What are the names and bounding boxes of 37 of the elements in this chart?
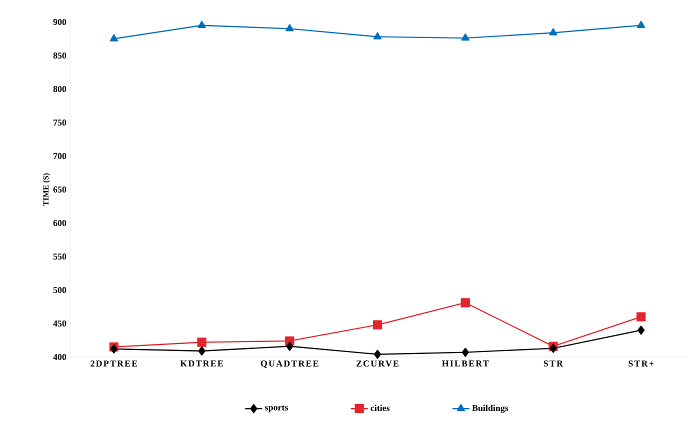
x-tick-label: QUADTREE <box>260 360 318 368</box>
point <box>549 28 558 36</box>
legend-label: Buildings <box>472 404 508 413</box>
point <box>637 20 646 28</box>
point <box>462 348 469 357</box>
y-tick-label: 650 <box>53 186 66 193</box>
x-tick-label: 2DPTREE <box>90 360 138 366</box>
y-tick-label: 900 <box>53 18 66 26</box>
y-tick-label: 550 <box>53 253 66 260</box>
legend-label: cities <box>370 404 390 412</box>
point <box>286 342 294 351</box>
x-tick-label: HILBERT <box>442 360 489 366</box>
point <box>110 34 118 42</box>
y-tick-label: 750 <box>54 119 66 126</box>
y-tick-label: 800 <box>53 86 66 92</box>
y-tick-label: 500 <box>53 286 66 294</box>
x-tick-label: ZCURVE <box>356 360 398 367</box>
point <box>373 32 382 40</box>
y-tick-label: 450 <box>53 320 66 327</box>
y-tick-label: 700 <box>54 152 66 160</box>
y-tick-label: 600 <box>53 220 66 226</box>
point <box>637 326 645 335</box>
point <box>286 24 294 32</box>
legend-label: sports <box>265 405 288 412</box>
point <box>197 338 206 347</box>
point <box>636 312 646 322</box>
point <box>374 350 382 359</box>
y-tick-label: 400 <box>53 354 66 360</box>
point <box>461 34 470 41</box>
x-tick-label: STR+ <box>628 360 654 367</box>
x-tick-label: STR <box>544 360 564 367</box>
point <box>372 320 382 330</box>
x-tick-label: KDTREE <box>180 360 223 366</box>
y-tick-label: 850 <box>53 52 66 59</box>
point <box>460 298 470 308</box>
point <box>198 20 206 28</box>
point <box>198 346 206 356</box>
